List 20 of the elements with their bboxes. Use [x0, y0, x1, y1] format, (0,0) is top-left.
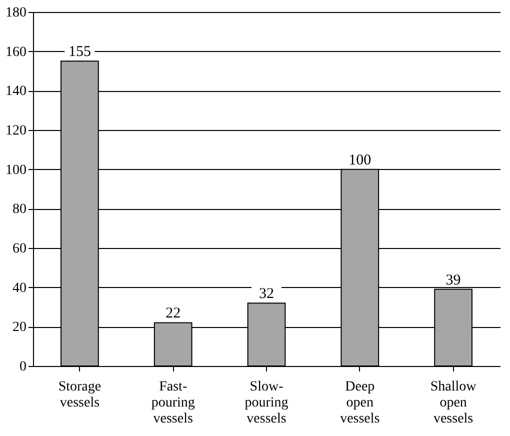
x-tick-label: Deep open vessels [340, 380, 380, 426]
x-tick-label: Storage vessels [58, 380, 102, 410]
data-label: 32 [259, 286, 274, 302]
y-tick-label: 180 [6, 6, 26, 20]
x-tick-label: Shallow open vessels [430, 380, 478, 426]
x-tick-label: Slow- pouring vessels [244, 380, 288, 426]
data-label: 155 [68, 44, 91, 60]
data-label: 22 [166, 306, 181, 322]
y-tick-label: 80 [12, 202, 26, 218]
x-tick-label: Fast- pouring vessels [151, 380, 195, 426]
y-tick-label: 120 [6, 124, 26, 138]
data-label: 39 [446, 272, 461, 288]
y-tick-label: 100 [6, 162, 26, 178]
y-tick-label: 40 [12, 280, 26, 296]
data-label: 100 [348, 152, 372, 168]
y-tick-label: 60 [12, 242, 26, 256]
y-tick-label: 140 [6, 84, 26, 100]
y-tick-label: 0 [20, 360, 26, 374]
y-tick-label: 20 [12, 320, 26, 336]
y-tick-label: 160 [6, 44, 26, 60]
